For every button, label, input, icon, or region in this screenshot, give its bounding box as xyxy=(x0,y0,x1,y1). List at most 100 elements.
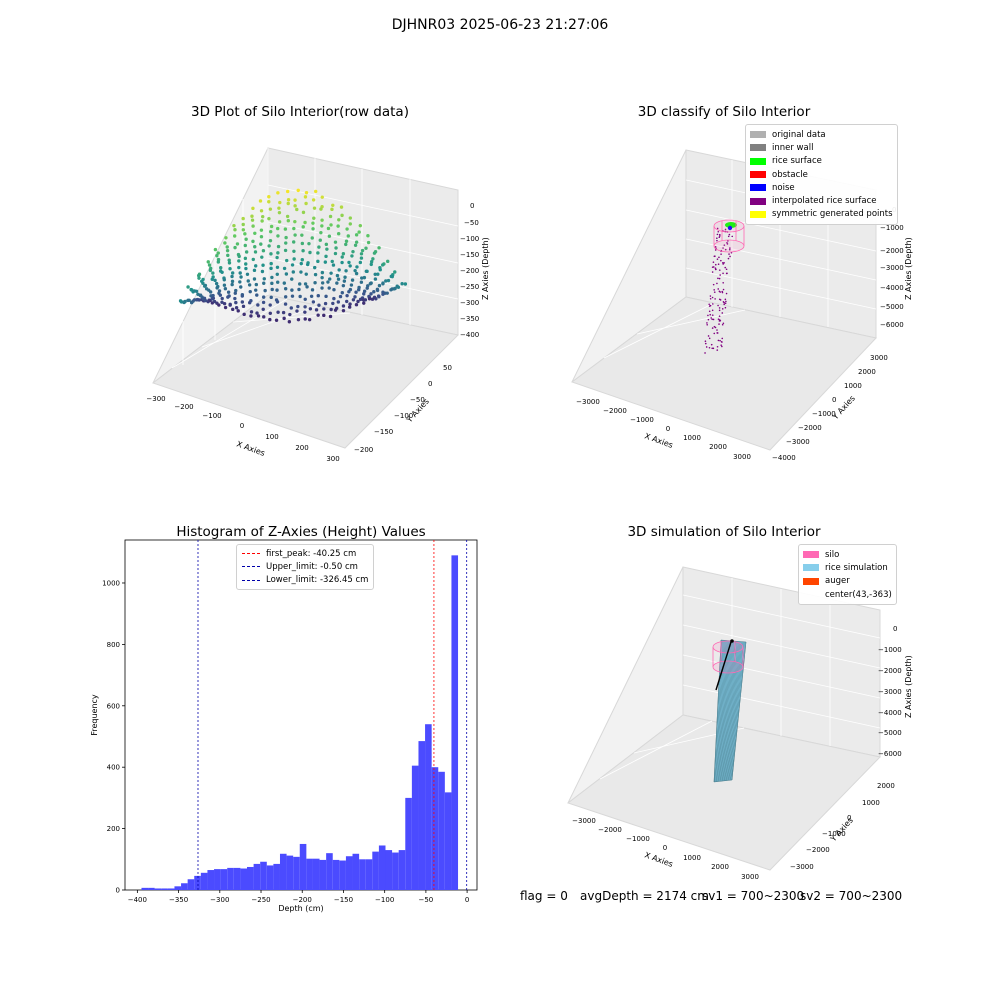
classify-y-tick: −2000 xyxy=(798,424,822,432)
raw-point xyxy=(311,300,316,304)
raw-point xyxy=(267,200,271,204)
simulation-x-ticks: −3000 −2000 −1000 0 1000 2000 3000 xyxy=(572,817,759,881)
interpolated-point xyxy=(714,267,717,269)
histogram-bar xyxy=(332,859,340,890)
raw-point xyxy=(301,248,305,253)
histogram-bar xyxy=(319,859,327,890)
interpolated-point xyxy=(729,255,731,258)
raw-point xyxy=(269,266,273,271)
raw-point xyxy=(329,307,333,312)
interpolated-point xyxy=(724,248,727,251)
raw-point xyxy=(267,216,271,221)
raw-point xyxy=(253,264,258,268)
interpolated-point xyxy=(724,298,727,301)
rice-mesh-line xyxy=(731,641,747,781)
raw-point xyxy=(276,251,280,255)
raw-point xyxy=(282,281,287,285)
raw-point xyxy=(208,268,213,273)
interpolated-point xyxy=(724,306,727,309)
raw-point xyxy=(307,241,311,246)
raw-point xyxy=(284,272,289,276)
raw-point xyxy=(255,293,259,297)
histogram-bar xyxy=(266,865,274,890)
raw-point xyxy=(275,226,280,231)
raw-point xyxy=(251,257,255,262)
interpolated-point xyxy=(724,228,727,231)
interpolated-point xyxy=(721,312,724,314)
interpolated-point xyxy=(721,345,723,348)
interpolated-point xyxy=(719,274,721,276)
histogram-bar xyxy=(405,797,412,890)
raw-point xyxy=(284,235,288,240)
raw-point xyxy=(239,285,243,289)
raw-point xyxy=(362,292,366,296)
histogram-bar xyxy=(233,867,241,890)
raw-point xyxy=(233,245,237,250)
rice-mesh-line xyxy=(715,640,724,782)
raw-point xyxy=(322,307,326,311)
raw-point xyxy=(285,258,289,263)
raw-point xyxy=(389,288,393,292)
classify-plot-title: 3D classify of Silo Interior xyxy=(637,104,811,120)
simulation-x-tick: 0 xyxy=(663,844,667,852)
raw-point xyxy=(286,198,291,202)
interpolated-point xyxy=(711,327,714,329)
histogram-bar xyxy=(154,888,162,890)
raw-point xyxy=(283,248,288,253)
raw-point xyxy=(328,277,332,281)
raw-point xyxy=(244,237,248,241)
raw-point xyxy=(327,234,332,238)
interpolated-point xyxy=(712,283,715,286)
raw-point xyxy=(303,220,307,225)
simulation-z-ticks: 0 −1000 −2000 −3000 −4000 −5000 −6000 xyxy=(878,625,902,758)
raw-point xyxy=(343,275,347,279)
raw-point xyxy=(255,311,259,315)
noise-point xyxy=(727,225,733,231)
raw-point xyxy=(252,277,257,281)
raw-3d-axes-box xyxy=(151,147,460,449)
interpolated-point xyxy=(730,251,733,254)
interpolated-point xyxy=(714,263,717,266)
raw-point xyxy=(263,288,267,293)
raw-point xyxy=(356,299,360,304)
raw-point xyxy=(292,226,296,231)
raw-x-tick: 100 xyxy=(265,433,278,441)
interpolated-point xyxy=(725,268,728,271)
raw-point xyxy=(260,269,265,274)
histogram-title: Histogram of Z-Axies (Height) Values xyxy=(176,524,426,540)
raw-point xyxy=(295,309,299,313)
histogram-x-tick-label: −200 xyxy=(293,896,312,904)
legend-center: center(43,-363) xyxy=(803,588,892,601)
legend-swatch xyxy=(803,591,819,598)
histogram-bar xyxy=(418,741,426,890)
raw-point xyxy=(344,242,348,247)
raw-point xyxy=(203,283,208,288)
raw-point xyxy=(269,229,273,234)
raw-point xyxy=(241,304,246,309)
raw-point xyxy=(353,295,357,299)
histogram-bar xyxy=(167,888,175,890)
classify-y-ticks: 3000 2000 1000 0 −1000 −2000 −3000 −4000 xyxy=(772,354,888,462)
raw-point xyxy=(303,297,307,301)
interpolated-point xyxy=(710,343,713,346)
raw-point xyxy=(310,236,314,240)
raw-point xyxy=(246,279,250,283)
raw-point xyxy=(259,234,264,239)
raw-point xyxy=(347,290,351,294)
interpolated-point xyxy=(713,332,716,335)
legend-swatch xyxy=(750,144,766,152)
raw-point xyxy=(251,239,255,244)
raw-point xyxy=(305,285,309,289)
histogram-bar xyxy=(293,856,300,890)
interpolated-point xyxy=(706,323,708,326)
raw-point xyxy=(359,256,364,260)
raw-point xyxy=(275,265,280,269)
interpolated-point xyxy=(717,277,719,280)
interpolated-point xyxy=(724,266,727,269)
raw-point xyxy=(366,240,371,245)
raw-point xyxy=(270,275,274,280)
interpolated-point xyxy=(725,292,728,295)
raw-point xyxy=(220,300,224,304)
raw-point xyxy=(359,280,364,284)
raw-point xyxy=(236,309,240,313)
